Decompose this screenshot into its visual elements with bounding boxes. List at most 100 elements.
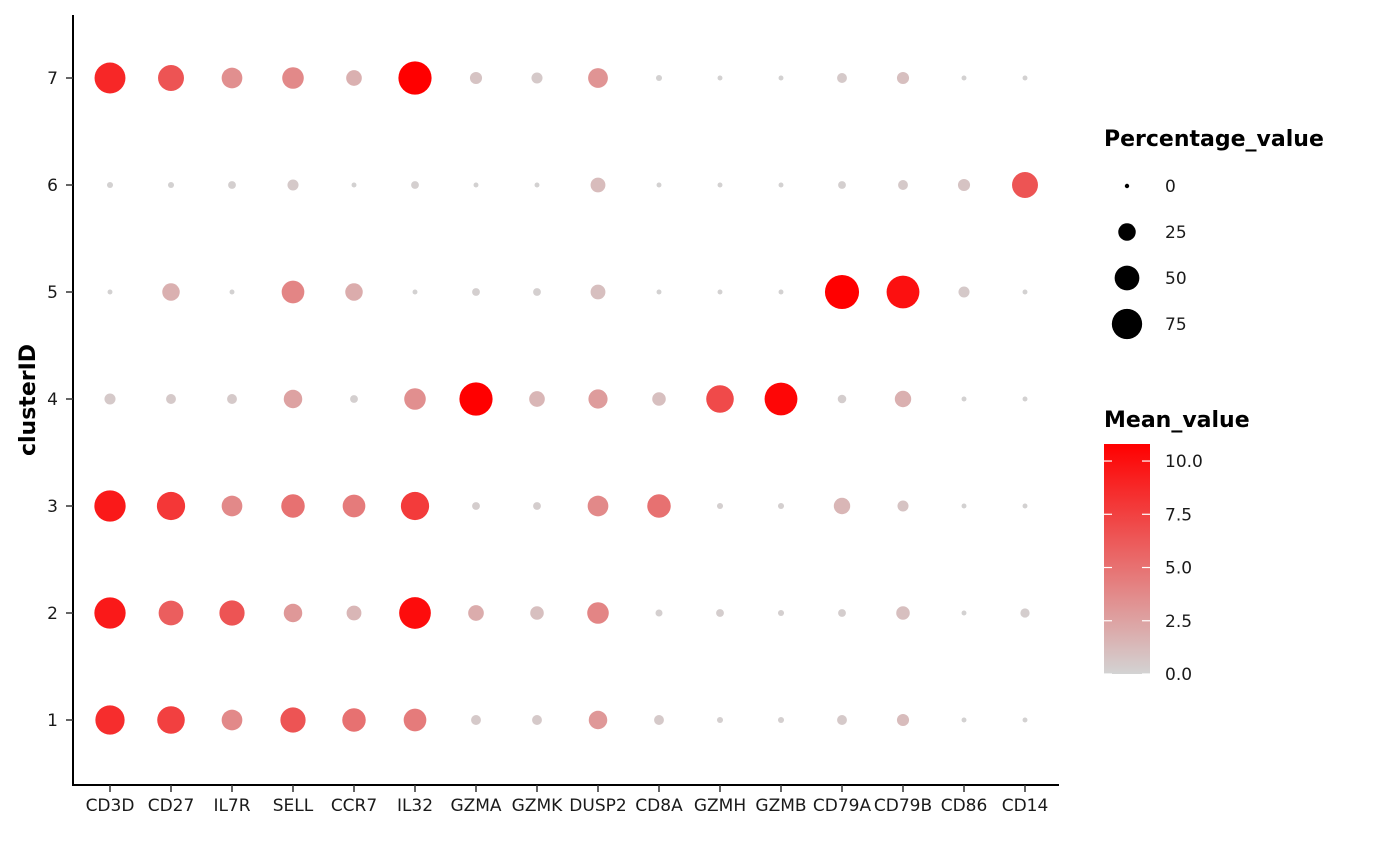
dot-point	[227, 394, 237, 404]
dot-point	[588, 68, 608, 88]
dot-point	[221, 709, 243, 731]
dot-point	[833, 497, 851, 515]
y-tick-label: 3	[47, 497, 58, 517]
x-tick-label: GZMB	[755, 796, 806, 816]
x-tick-label: CD14	[1002, 796, 1049, 816]
dot-point	[587, 602, 609, 624]
dot-point	[221, 495, 243, 517]
dot-point	[588, 710, 608, 730]
dot-point	[717, 289, 723, 295]
dot-point	[94, 597, 126, 629]
dot-point	[1022, 396, 1028, 402]
dot-point	[228, 181, 236, 189]
x-tick-label: DUSP2	[569, 796, 626, 816]
dot-point	[778, 75, 784, 81]
dot-point	[961, 610, 967, 616]
dot-point	[287, 179, 299, 191]
y-tick-label: 5	[47, 283, 58, 303]
dot-point	[404, 388, 426, 410]
dot-point	[398, 61, 432, 95]
dot-point	[471, 715, 481, 725]
dot-point	[957, 178, 971, 192]
dot-point	[158, 65, 184, 91]
dot-point	[162, 283, 180, 301]
dot-point	[346, 605, 362, 621]
dot-point	[837, 394, 847, 404]
dot-point	[468, 605, 484, 621]
dot-point	[399, 597, 431, 629]
x-tick-label: GZMK	[512, 796, 563, 816]
dot-point	[534, 182, 540, 188]
dot-point	[221, 67, 243, 89]
dot-point	[590, 284, 606, 300]
dot-point	[716, 502, 724, 510]
dot-point	[778, 289, 784, 295]
size-legend-key	[1111, 308, 1143, 340]
dot-point	[472, 502, 480, 510]
dot-point	[896, 713, 910, 727]
color-legend-label: 7.5	[1165, 505, 1192, 525]
color-legend-label: 2.5	[1165, 612, 1192, 632]
dot-point	[886, 275, 920, 309]
dot-point	[469, 71, 483, 85]
dot-point	[717, 182, 723, 188]
color-legend-label: 0.0	[1165, 665, 1192, 685]
dot-point	[281, 494, 305, 518]
size-legend-label: 25	[1165, 223, 1187, 243]
dot-point	[106, 181, 114, 189]
x-tick-label: IL7R	[213, 796, 250, 816]
dot-point	[342, 494, 366, 518]
x-tick-label: IL32	[397, 796, 433, 816]
x-tick-label: CCR7	[331, 796, 377, 816]
dot-point	[472, 288, 480, 296]
color-legend: Mean_value 0.0 2.5 5.0 7.5 10.0	[1104, 408, 1250, 685]
dot-point	[777, 609, 785, 617]
dot-point	[104, 393, 116, 405]
x-tick-label: CD27	[148, 796, 195, 816]
dot-point	[706, 385, 734, 413]
dot-point	[717, 75, 723, 81]
dot-point	[1012, 172, 1038, 198]
x-tick-label: GZMA	[450, 796, 501, 816]
dot-point	[837, 73, 847, 83]
dot-point	[95, 705, 125, 735]
dot-point	[1022, 503, 1028, 509]
dot-point	[894, 390, 912, 408]
dot-point	[283, 603, 303, 623]
y-tick-label: 2	[47, 604, 58, 624]
size-legend-key	[1124, 183, 1130, 189]
dot-point	[716, 716, 724, 724]
dot-point	[654, 715, 664, 725]
size-legend: Percentage_value 0 25 50 75	[1104, 127, 1324, 340]
dot-point	[219, 600, 245, 626]
dot-point	[342, 708, 366, 732]
dot-point	[351, 182, 357, 188]
dot-point	[652, 392, 666, 406]
x-tick-label: CD8A	[635, 796, 683, 816]
dot-point	[281, 280, 305, 304]
dot-point	[647, 494, 671, 518]
dot-point	[166, 394, 176, 404]
dot-point	[588, 389, 608, 409]
dot-point	[655, 74, 663, 82]
dot-point	[94, 62, 126, 94]
dot-point	[283, 389, 303, 409]
dot-point	[1022, 75, 1028, 81]
dot-point	[824, 274, 860, 310]
dot-point	[1022, 289, 1028, 295]
dot-point	[961, 503, 967, 509]
dot-point	[346, 70, 362, 86]
dot-point	[532, 715, 542, 725]
dot-point	[896, 71, 910, 85]
dot-point	[229, 289, 235, 295]
dot-point	[350, 395, 358, 403]
dot-point	[345, 283, 363, 301]
dot-point	[107, 289, 113, 295]
dot-point	[533, 502, 541, 510]
dot-point	[590, 177, 606, 193]
y-tick-label: 7	[47, 69, 58, 89]
dot-point	[459, 382, 493, 416]
dot-point	[94, 490, 126, 522]
y-tick-label: 1	[47, 711, 58, 731]
